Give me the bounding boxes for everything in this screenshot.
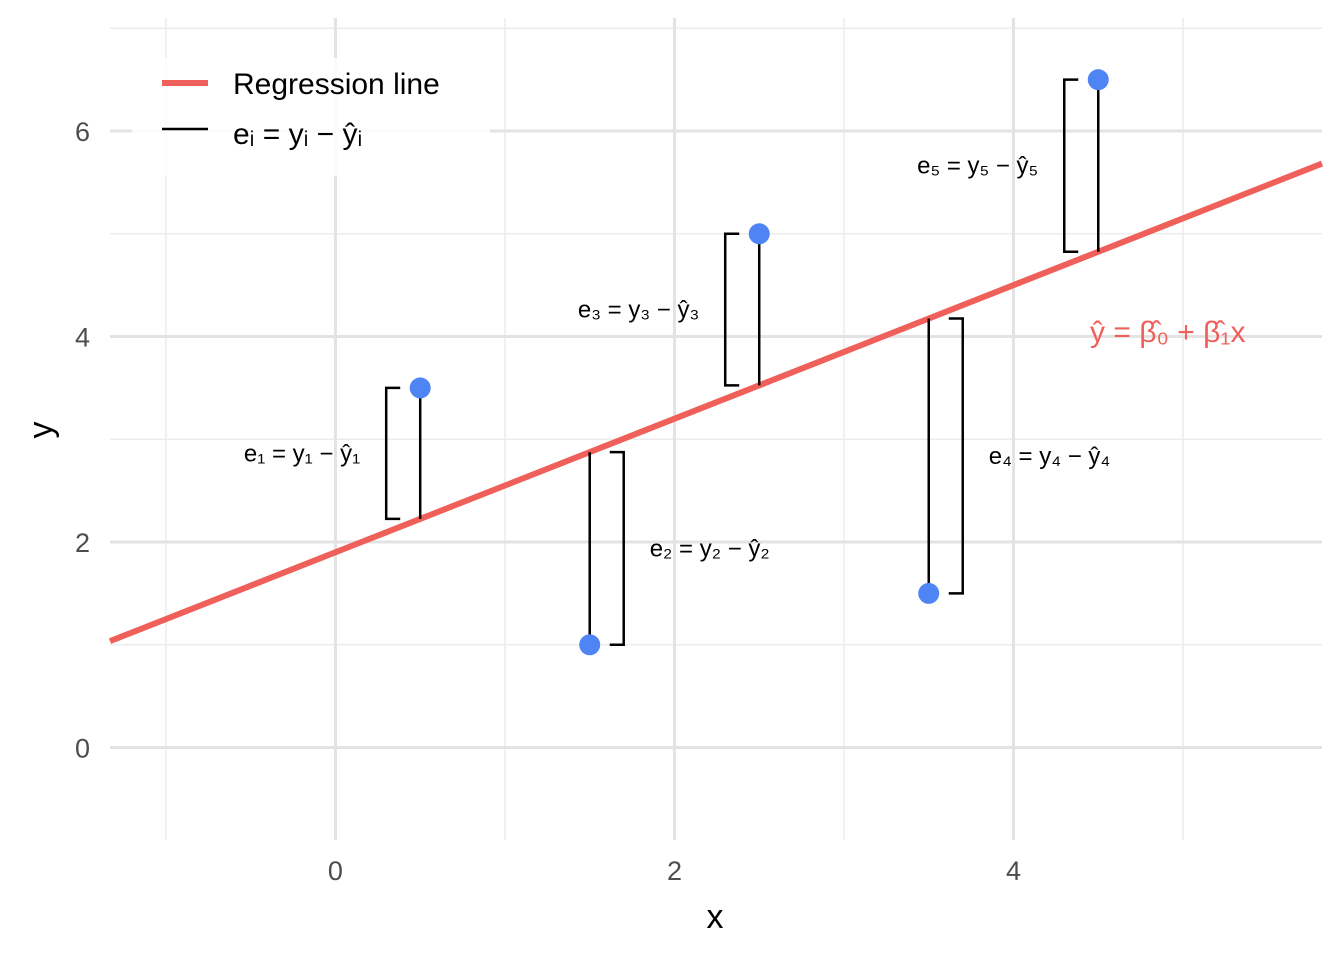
data-point: [579, 634, 601, 656]
points: [409, 69, 1109, 656]
x-tick-label: 2: [667, 856, 682, 886]
y-tick-label: 0: [75, 734, 90, 764]
residual-bracket: [1063, 78, 1079, 254]
y-tick-labels: 0 2 4 6: [75, 117, 90, 764]
residual-bracket: [384, 386, 401, 521]
y-tick-label: 2: [75, 528, 90, 558]
y-tick-label: 4: [75, 323, 90, 353]
grid-minor: [110, 18, 1322, 840]
x-axis-title: x: [707, 898, 724, 936]
legend: Regression line eᵢ = yᵢ − ŷᵢ: [132, 58, 490, 176]
data-point: [748, 223, 770, 245]
legend-label-residual: eᵢ = yᵢ − ŷᵢ: [233, 118, 362, 151]
residual-label: e₃ = y₃ − ŷ₃: [578, 297, 699, 324]
residual-label: e₄ = y₄ − ŷ₄: [989, 443, 1110, 470]
x-tick-label: 4: [1006, 856, 1021, 886]
regression-line-group: [108, 160, 1324, 644]
residual-bracket: [948, 317, 964, 595]
x-tick-labels: 0 2 4: [328, 856, 1021, 886]
regression-equation-label: ŷ = β̂₀ + β̂₁x: [1090, 316, 1245, 349]
data-point: [1087, 69, 1109, 91]
legend-background: [132, 58, 490, 176]
data-point: [409, 377, 431, 399]
residual-label: e₅ = y₅ − ŷ₅: [917, 153, 1038, 180]
y-tick-label: 6: [75, 117, 90, 147]
residual-labels: e₁ = y₁ − ŷ₁ e₂ = y₂ − ŷ₂ e₃ = y₃ − ŷ₃ e₄ =…: [244, 153, 1110, 563]
y-axis-title: y: [22, 422, 60, 439]
residual-bracket: [609, 450, 625, 647]
x-tick-label: 0: [328, 856, 343, 886]
residuals: [384, 78, 1100, 647]
regression-line: [108, 160, 1324, 644]
residual-bracket: [723, 232, 740, 387]
grid-major: [110, 18, 1322, 840]
residual-label: e₂ = y₂ − ŷ₂: [650, 535, 770, 562]
residual-label: e₁ = y₁ − ŷ₁: [244, 440, 360, 467]
legend-label-regression-line: Regression line: [233, 68, 440, 101]
data-point: [918, 582, 940, 604]
